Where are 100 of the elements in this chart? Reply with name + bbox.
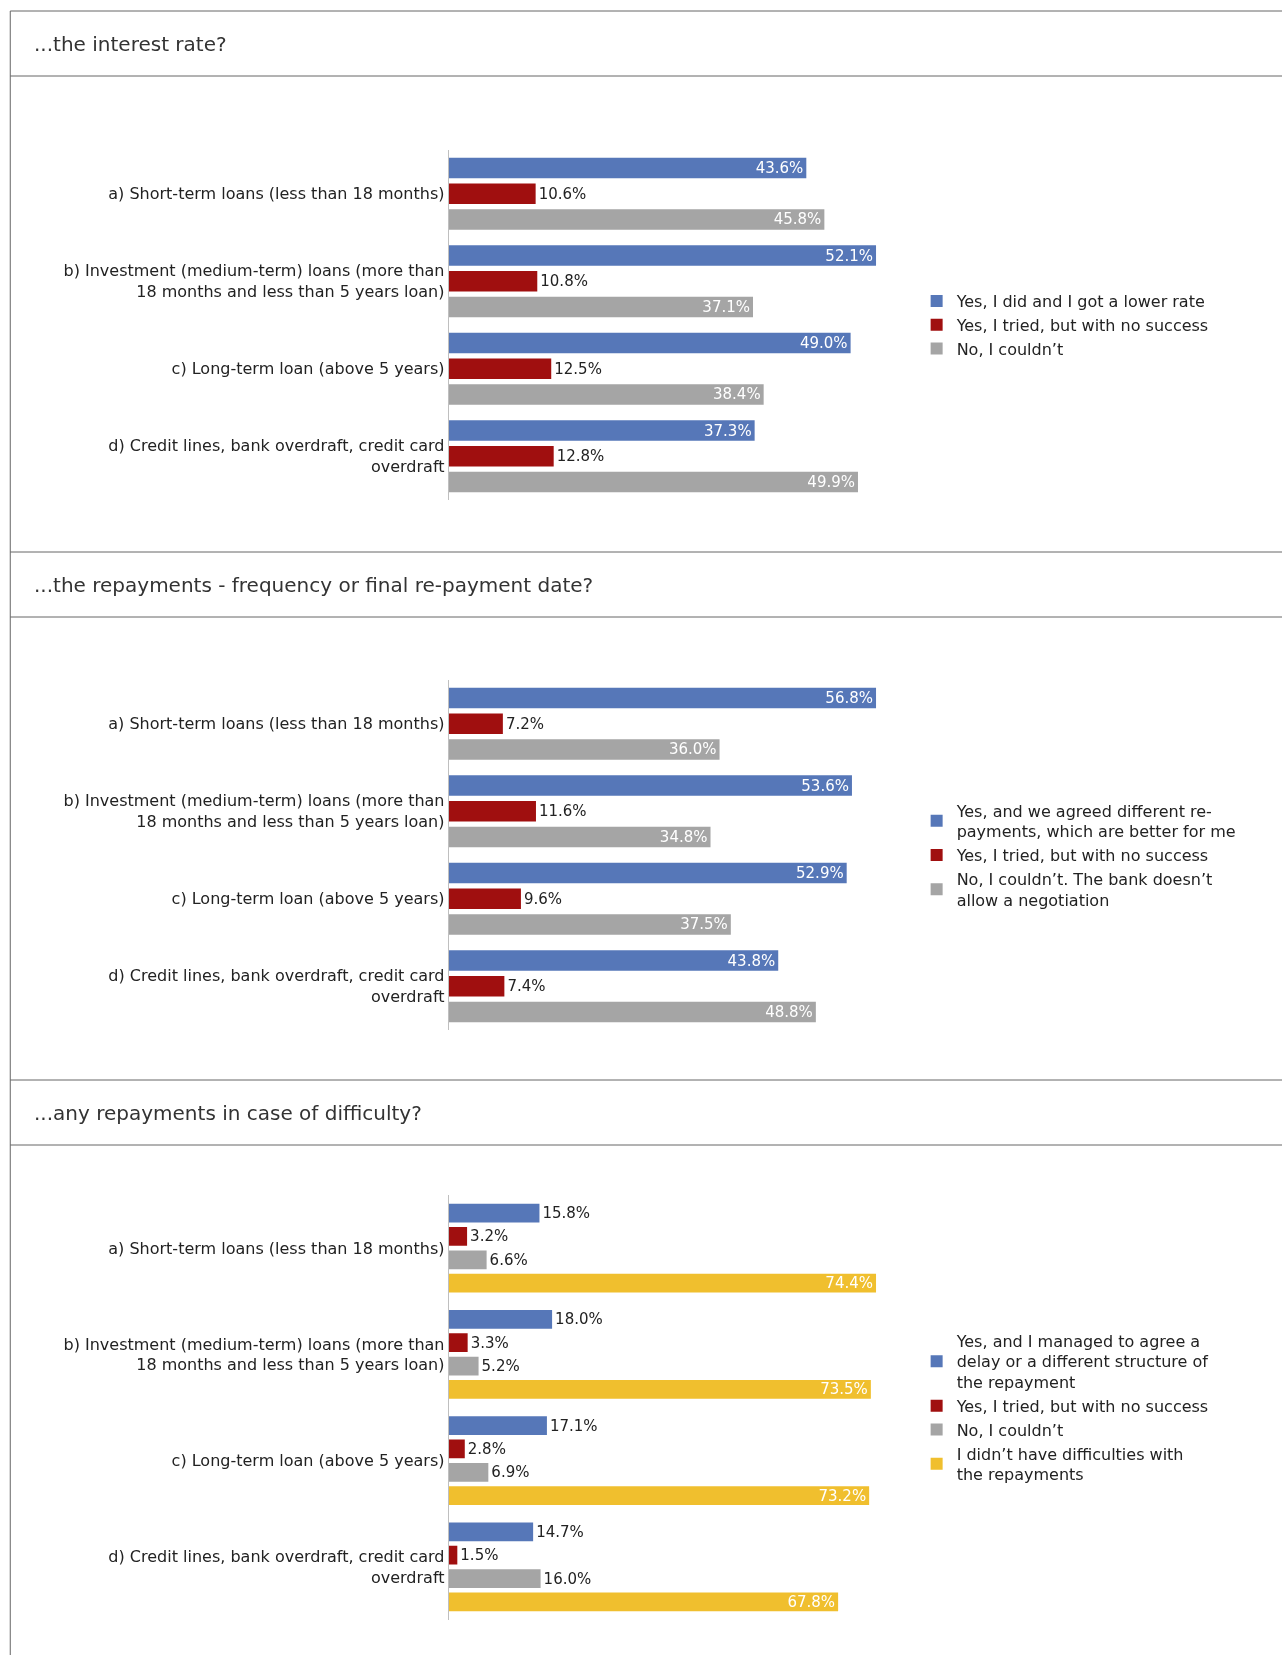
chart-title: ...the repayments - frequency or final re-payment date? [34, 573, 594, 597]
bar [448, 1439, 465, 1459]
data-label: 17.1% [549, 1416, 598, 1435]
bar [448, 358, 552, 380]
data-label: 15.8% [542, 1204, 591, 1223]
data-label: 49.9% [807, 472, 855, 491]
data-label: 38.4% [713, 385, 761, 404]
data-label: 11.6% [538, 802, 587, 821]
data-label: 2.8% [467, 1439, 506, 1458]
data-label: 14.7% [536, 1522, 584, 1541]
legend-label: Yes, and we agreed different re-payments, which are better for me [955, 801, 1236, 842]
bar [448, 420, 755, 441]
data-label: 45.8% [773, 210, 822, 229]
y-tick-label: d) Credit lines, bank overdraft, credit card overdraft [108, 966, 445, 1007]
bar [448, 862, 847, 884]
bar [448, 826, 711, 848]
data-label: 6.6% [489, 1250, 528, 1269]
legend-label: Yes, I tried, but with no success [955, 1397, 1209, 1417]
legend-label: No, I couldn’t [956, 339, 1064, 359]
y-tick-label: b) Investment (medium-term) loans (more than 18 months and less than 5 years loan) [63, 791, 445, 832]
data-label: 3.3% [470, 1333, 509, 1352]
bar [448, 1545, 458, 1565]
data-label: 67.8% [787, 1592, 836, 1611]
y-tick-label: a) Short-term loans (less than 18 months) [108, 1238, 445, 1258]
bar [448, 1309, 553, 1329]
bar [448, 1203, 540, 1223]
data-label: 16.0% [543, 1569, 592, 1588]
bar [448, 1227, 468, 1246]
bar [448, 1569, 541, 1588]
bar [448, 739, 720, 760]
bar [448, 1522, 534, 1542]
legend-label: Yes, I tried, but with no success [955, 315, 1209, 335]
bar [448, 445, 554, 467]
bar [448, 1462, 489, 1482]
data-label: 36.0% [668, 740, 717, 759]
bar [448, 888, 521, 910]
legend-label: No, I couldn’t. The bank doesn’t allow a negotiation [956, 870, 1213, 910]
y-tick-label: c) Long-term loan (above 5 years) [171, 889, 445, 909]
data-label: 10.6% [538, 184, 587, 203]
data-label: 56.8% [825, 689, 874, 708]
bar [448, 384, 764, 405]
y-tick-label: a) Short-term loans (less than 18 months) [108, 714, 445, 734]
bar [448, 209, 825, 230]
bar [448, 1356, 479, 1376]
legend-label: No, I couldn’t [956, 1420, 1064, 1440]
bar [448, 687, 877, 709]
text: ...any repayments in case of difficulty? [34, 1101, 422, 1125]
data-label: 9.6% [523, 889, 563, 908]
y-tick-label: b) Investment (medium-term) loans (more than 18 months and less than 5 years loan) [63, 1334, 445, 1375]
bar [448, 1250, 487, 1270]
data-label: 7.2% [505, 714, 544, 733]
data-label: 49.0% [799, 334, 848, 353]
data-label: 52.9% [796, 864, 844, 883]
y-tick-label: a) Short-term loans (less than 18 months) [108, 184, 445, 204]
data-label: 52.1% [825, 246, 874, 265]
y-tick-label: d) Credit lines, bank overdraft, credit card overdraft [108, 436, 445, 477]
data-label: 5.2% [481, 1357, 520, 1376]
data-label: 43.6% [755, 159, 804, 178]
bar [448, 775, 852, 796]
bar [448, 1273, 877, 1293]
bar [448, 950, 779, 971]
data-label: 74.4% [825, 1274, 874, 1293]
data-label: 73.5% [820, 1380, 868, 1399]
bar [448, 471, 858, 493]
data-label: 53.6% [801, 776, 849, 795]
text: ...the interest rate? [34, 32, 227, 56]
y-tick-label: b) Investment (medium-term) loans (more than 18 months and less than 5 years loan) [63, 261, 445, 302]
bar [448, 296, 753, 318]
data-label: 3.2% [470, 1227, 509, 1246]
data-label: 34.8% [659, 827, 708, 846]
bar [448, 713, 503, 735]
bar [448, 157, 807, 179]
bar [448, 1001, 816, 1023]
bar [448, 1380, 871, 1399]
bar [448, 1592, 839, 1612]
data-label: 37.5% [680, 915, 728, 934]
bar [448, 1486, 870, 1506]
y-tick-label: c) Long-term loan (above 5 years) [171, 1451, 445, 1471]
bar [448, 914, 731, 935]
legend-label: Yes, I tried, but with no success [955, 846, 1209, 866]
legend-label: Yes, I did and I got a lower rate [955, 292, 1205, 312]
data-label: 7.4% [507, 977, 546, 996]
data-label: 48.8% [765, 1002, 813, 1021]
data-label: 12.8% [556, 447, 605, 466]
data-label: 18.0% [555, 1310, 603, 1329]
legend-label: I didn’t have difficulties with the repayments [956, 1444, 1184, 1485]
bar [448, 270, 538, 292]
data-label: 73.2% [818, 1486, 867, 1505]
data-label: 37.3% [703, 421, 752, 440]
bar [448, 1333, 468, 1353]
bar [448, 975, 505, 997]
data-label: 37.1% [702, 297, 750, 316]
legend-label: Yes, and I managed to agree a delay or a different structure of the repayment [955, 1331, 1209, 1393]
y-tick-label: d) Credit lines, bank overdraft, credit card overdraft [108, 1547, 445, 1587]
y-tick-label: c) Long-term loan (above 5 years) [171, 359, 445, 379]
data-label: 10.8% [540, 272, 588, 291]
bar [448, 1416, 547, 1435]
data-label: 6.9% [491, 1463, 530, 1482]
bar [448, 332, 851, 354]
bar [448, 800, 536, 822]
